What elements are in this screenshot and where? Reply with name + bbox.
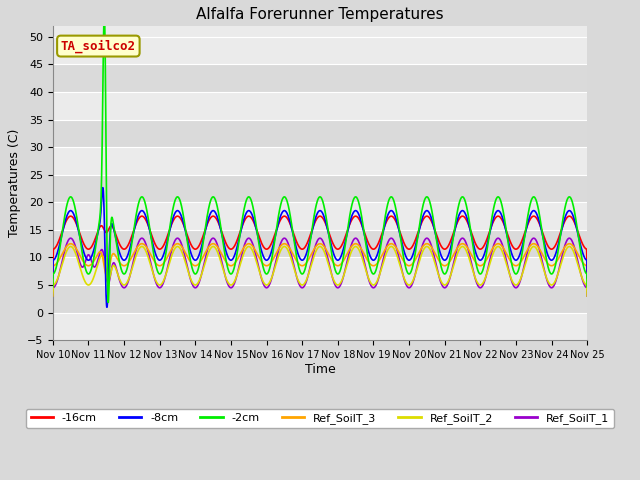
Bar — [53, 37, 587, 64]
Bar — [53, 64, 587, 92]
Y-axis label: Temperatures (C): Temperatures (C) — [8, 129, 21, 237]
Bar — [53, 120, 587, 147]
Legend: -16cm, -8cm, -2cm, Ref_SoilT_3, Ref_SoilT_2, Ref_SoilT_1: -16cm, -8cm, -2cm, Ref_SoilT_3, Ref_Soil… — [26, 408, 614, 428]
Bar — [53, 230, 587, 257]
Bar — [53, 312, 587, 340]
Bar — [53, 285, 587, 312]
Bar — [53, 203, 587, 230]
Bar — [53, 92, 587, 120]
Bar — [53, 147, 587, 175]
Bar — [53, 175, 587, 203]
X-axis label: Time: Time — [305, 363, 335, 376]
Text: TA_soilco2: TA_soilco2 — [61, 39, 136, 53]
Bar — [53, 257, 587, 285]
Title: Alfalfa Forerunner Temperatures: Alfalfa Forerunner Temperatures — [196, 7, 444, 22]
